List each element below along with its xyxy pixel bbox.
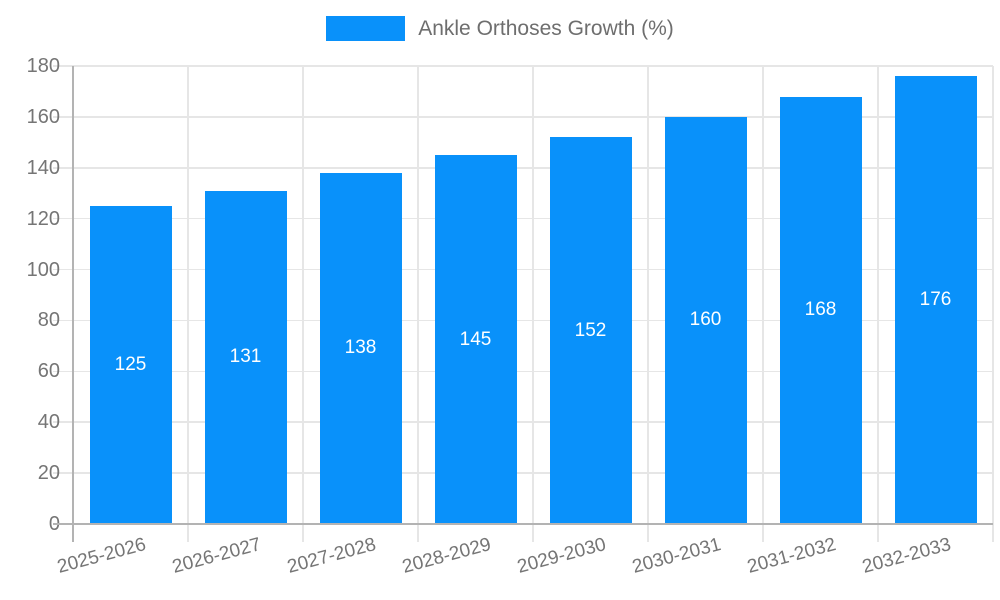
bar-2032-2033[interactable]: [894, 76, 977, 524]
bar-value-label: 176: [919, 289, 952, 311]
bar-value-label: 168: [804, 299, 837, 321]
y-gridline: [53, 167, 993, 169]
bar-value-label: 152: [574, 319, 607, 341]
x-gridline: [302, 66, 304, 542]
x-gridline: [762, 66, 764, 542]
bar-value-label: 125: [114, 353, 147, 375]
x-axis-tick-label: 2031-2032: [744, 534, 838, 578]
x-gridline: [877, 66, 879, 542]
x-axis-tick-label: 2027-2028: [284, 534, 378, 578]
y-gridline: [53, 217, 993, 220]
y-axis-tick-label: 60: [37, 360, 60, 383]
y-axis-tick-label: 20: [37, 462, 60, 485]
legend-series-label: Ankle Orthoses Growth (%): [418, 17, 674, 40]
legend-color-swatch-icon: [326, 16, 406, 41]
y-gridline: [53, 116, 993, 118]
x-axis-tick-label: 2029-2030: [514, 534, 608, 578]
bar-value-label: 131: [229, 346, 262, 368]
y-gridline: [53, 65, 993, 67]
x-axis-tick-label: 2032-2033: [859, 534, 953, 578]
bar-2031-2032[interactable]: [779, 96, 862, 524]
y-gridline: [53, 472, 993, 474]
bar-2029-2030[interactable]: [549, 137, 632, 524]
bar-value-label: 145: [459, 328, 492, 350]
bar-2025-2026[interactable]: [89, 205, 172, 524]
y-axis-tick-label: 180: [26, 55, 60, 77]
bar-2030-2031[interactable]: [664, 116, 747, 524]
y-gridline: [53, 370, 993, 373]
bar-2026-2027[interactable]: [204, 190, 287, 524]
bar-value-label: 138: [344, 337, 377, 359]
y-gridline: [53, 421, 993, 423]
x-axis-tick-label: 2026-2027: [169, 534, 263, 578]
y-axis-tick-label: 160: [26, 105, 60, 128]
y-axis-tick-label: 120: [26, 207, 60, 230]
y-axis-line: [72, 66, 74, 542]
y-axis-tick-label: 40: [37, 411, 60, 434]
bar-value-label: 160: [689, 309, 722, 331]
bar-2028-2029[interactable]: [434, 155, 517, 524]
bar-2027-2028[interactable]: [319, 172, 402, 524]
x-gridline: [647, 66, 649, 542]
x-gridline: [417, 66, 419, 542]
x-axis-line: [53, 523, 993, 525]
y-axis-tick-label: 80: [37, 309, 60, 332]
x-gridline: [532, 66, 534, 542]
x-axis-tick-label: 2025-2026: [54, 534, 148, 578]
x-axis-tick-label: 2028-2029: [399, 534, 493, 578]
y-gridline: [53, 268, 993, 271]
y-axis-tick-label: 140: [26, 156, 60, 179]
x-axis-tick-label: 2030-2031: [629, 534, 723, 578]
y-axis-tick-label: 100: [26, 258, 60, 281]
y-gridline: [53, 319, 993, 322]
y-axis-tick-label: 0: [0, 513, 60, 535]
chart-legend[interactable]: Ankle Orthoses Growth (%): [0, 16, 1000, 41]
x-gridline: [187, 66, 189, 542]
x-gridline: [992, 66, 994, 542]
